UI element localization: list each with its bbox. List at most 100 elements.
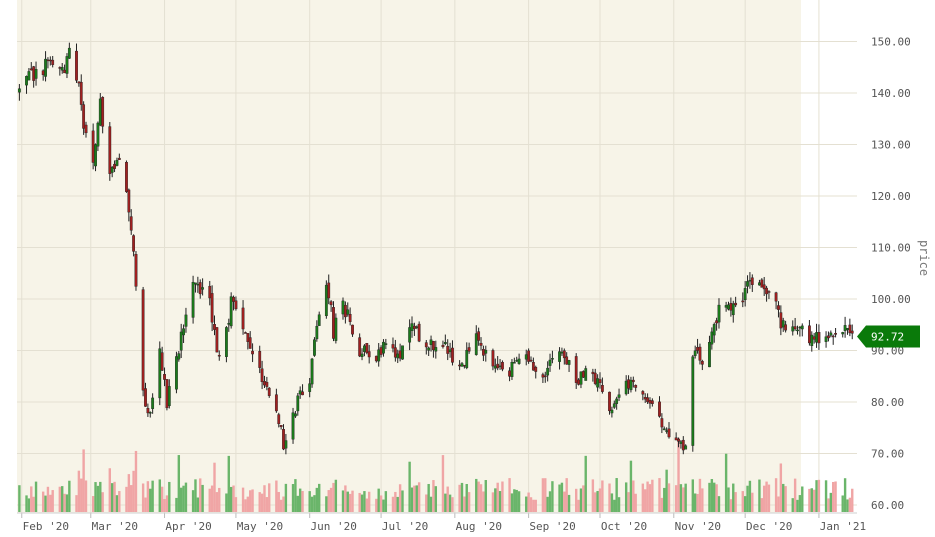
volume-bar xyxy=(229,486,233,512)
volume-bar xyxy=(475,478,478,512)
volume-bar xyxy=(141,483,145,512)
volume-bar xyxy=(498,491,502,512)
candle-down xyxy=(462,364,466,367)
candle-down xyxy=(32,66,36,81)
volume-bar xyxy=(563,491,566,512)
candle-up xyxy=(612,403,616,408)
volume-bar xyxy=(241,487,245,512)
candle-down xyxy=(108,126,112,174)
candle-down xyxy=(327,282,331,299)
volume-bar xyxy=(541,478,545,512)
volume-bar xyxy=(301,491,304,512)
volume-bar xyxy=(575,488,578,512)
candle-down xyxy=(634,385,638,388)
grid-lines xyxy=(17,0,857,513)
candle-up xyxy=(298,390,302,395)
candle-down xyxy=(213,324,216,330)
volume-bar xyxy=(398,484,402,512)
candle-up xyxy=(434,347,438,352)
candle-up xyxy=(512,362,516,364)
x-tick-label: Mar '20 xyxy=(92,520,138,533)
volume-bar xyxy=(298,488,302,512)
volume-bar xyxy=(144,497,147,512)
y-tick-label: 120.00 xyxy=(871,190,911,203)
x-tick-label: Jul '20 xyxy=(382,520,428,533)
candle-up xyxy=(294,413,297,417)
volume-bar xyxy=(610,493,614,512)
candle-down xyxy=(793,326,797,330)
candle-down xyxy=(715,320,719,324)
candle-up xyxy=(448,349,452,353)
candle-up xyxy=(44,58,47,77)
volume-bar xyxy=(525,496,528,512)
volume-bar xyxy=(377,488,380,512)
candle-up xyxy=(313,339,316,356)
volume-bar xyxy=(851,488,854,512)
volume-bar xyxy=(327,490,330,512)
candle-up xyxy=(429,339,433,346)
volume-bar xyxy=(446,486,449,512)
candle-up xyxy=(460,363,464,367)
volume-bar xyxy=(384,491,388,512)
candle-down xyxy=(534,366,538,372)
volume-bar xyxy=(108,468,112,512)
candle-down xyxy=(643,397,647,400)
candle-down xyxy=(848,324,852,334)
volume-bar xyxy=(249,490,252,512)
volume-bar xyxy=(346,491,349,512)
volume-bar xyxy=(251,489,254,512)
candle-down xyxy=(277,414,281,425)
volume-bar xyxy=(113,481,116,512)
candle-up xyxy=(693,350,697,356)
candle-down xyxy=(165,379,169,409)
volume-bar xyxy=(425,494,428,512)
candle-down xyxy=(374,355,378,362)
volume-bar xyxy=(458,484,461,512)
volume-bar xyxy=(160,486,164,512)
plot-background xyxy=(17,0,801,513)
volume-bar xyxy=(441,455,445,512)
volume-bar xyxy=(315,487,319,512)
volume-bar xyxy=(793,478,797,512)
candle-down xyxy=(365,343,369,353)
candle-up xyxy=(517,358,521,364)
volume-bar xyxy=(367,491,371,512)
candle-up xyxy=(158,348,162,399)
candle-up xyxy=(465,349,469,368)
volume-bar xyxy=(101,492,104,512)
volume-bar xyxy=(641,483,645,512)
volume-bar xyxy=(713,482,716,512)
candle-up xyxy=(679,441,683,444)
volume-bar xyxy=(415,485,418,512)
volume-bar xyxy=(463,496,466,512)
candle-down xyxy=(343,304,347,318)
candle-up xyxy=(610,409,614,414)
volume-bar xyxy=(417,482,421,512)
volume-bar xyxy=(325,496,328,512)
candle-up xyxy=(27,71,31,81)
candle-down xyxy=(458,364,462,367)
volume-bar xyxy=(151,480,154,512)
x-tick-label: Aug '20 xyxy=(456,520,502,533)
candle-up xyxy=(717,304,721,323)
volume-bar xyxy=(334,479,338,512)
volume-bar xyxy=(627,492,630,512)
candle-up xyxy=(791,326,795,332)
candle-down xyxy=(834,333,837,335)
candle-down xyxy=(125,162,128,192)
y-tick-label: 90.00 xyxy=(871,345,904,358)
candle-up xyxy=(363,345,366,352)
candle-down xyxy=(508,370,511,377)
candle-up xyxy=(443,342,447,345)
volume-bar xyxy=(77,470,81,512)
volume-bar xyxy=(746,485,749,512)
volume-bar xyxy=(710,479,714,512)
volume-bar xyxy=(408,461,411,512)
volume-bar xyxy=(660,497,664,512)
candle-up xyxy=(191,281,195,318)
candle-up xyxy=(175,356,178,390)
volume-bar xyxy=(434,486,438,512)
candle-down xyxy=(367,351,371,358)
volume-bar xyxy=(268,483,271,512)
candle-up xyxy=(843,325,847,331)
